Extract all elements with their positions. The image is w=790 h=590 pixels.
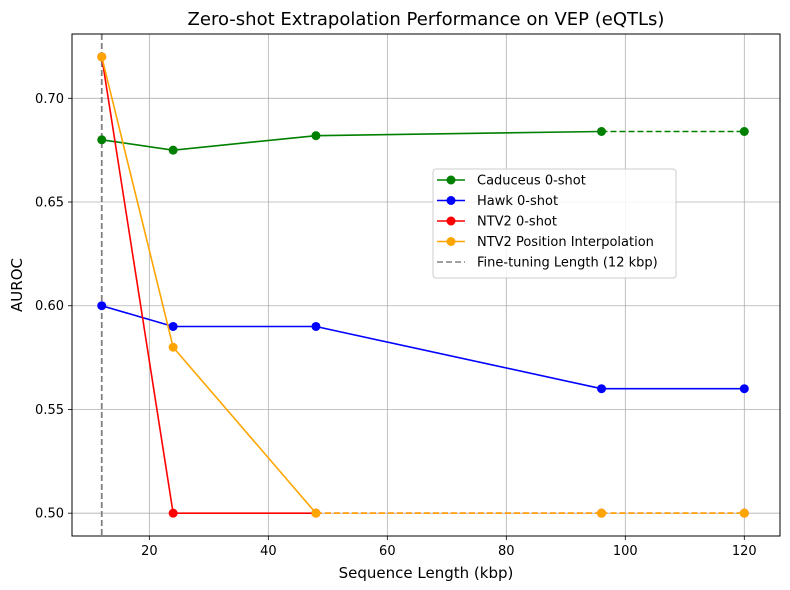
legend-swatch-marker: [446, 216, 456, 226]
x-axis-ticks: 20 40 60 80 100 120: [141, 536, 757, 559]
y-tick-label: 0.50: [35, 507, 64, 522]
series-2: [97, 301, 749, 394]
data-point: [168, 145, 178, 155]
y-tick-label: 0.60: [35, 299, 64, 314]
data-point: [739, 126, 749, 136]
series-line-segment: [101, 139, 174, 151]
series-line-segment: [172, 346, 317, 514]
legend-swatch-marker: [446, 175, 456, 185]
x-tick-label: 100: [613, 544, 638, 559]
x-tick-label: 80: [498, 544, 515, 559]
legend-swatch-marker: [446, 196, 456, 205]
series-4: [97, 52, 749, 518]
chart-title: Zero-shot Extrapolation Performance on V…: [188, 9, 665, 30]
x-tick-label: 60: [379, 544, 396, 559]
data-point: [311, 508, 321, 518]
x-tick-label: 40: [260, 544, 277, 559]
data-point: [311, 321, 321, 331]
series-line-segment: [315, 325, 602, 390]
series-layer: [97, 52, 749, 518]
x-axis-label: Sequence Length (kbp): [339, 564, 514, 582]
legend-label: NTV2 Position Interpolation: [477, 235, 654, 250]
legend: Caduceus 0-shot Hawk 0-shot NTV2 0-shot NTV…: [432, 168, 677, 279]
data-point: [311, 131, 321, 141]
data-point: [739, 508, 749, 518]
legend-swatch-marker: [446, 237, 456, 246]
series-line-segment: [100, 56, 174, 514]
series-line-segment: [101, 304, 174, 328]
x-tick-label: 20: [141, 544, 158, 559]
series-1: [97, 126, 749, 155]
plot-frame: [71, 33, 781, 537]
data-point: [597, 126, 607, 136]
legend-label: Fine-tuning Length (12 kbp): [477, 256, 658, 271]
legend-label: NTV2 0-shot: [477, 215, 557, 230]
y-tick-label: 0.65: [35, 196, 64, 211]
data-point: [168, 508, 178, 518]
data-point: [168, 321, 178, 331]
series-line-segment: [100, 56, 174, 348]
data-point: [97, 301, 107, 311]
series-line-segment: [173, 134, 317, 151]
legend-box: [432, 168, 677, 279]
legend-label: Hawk 0-shot: [477, 194, 558, 209]
data-point: [97, 52, 107, 62]
y-axis-label: AUROC: [8, 258, 26, 312]
y-axis-ticks: 0.50 0.55 0.60 0.65 0.70: [35, 92, 72, 522]
data-point: [168, 342, 178, 352]
data-point: [597, 508, 607, 518]
y-tick-label: 0.55: [35, 403, 64, 418]
y-tick-label: 0.70: [35, 92, 64, 107]
legend-label: Caduceus 0-shot: [477, 174, 586, 189]
data-point: [739, 384, 749, 394]
data-point: [97, 135, 107, 145]
series-line-segment: [315, 130, 602, 137]
data-point: [597, 384, 607, 394]
x-tick-label: 120: [732, 544, 757, 559]
